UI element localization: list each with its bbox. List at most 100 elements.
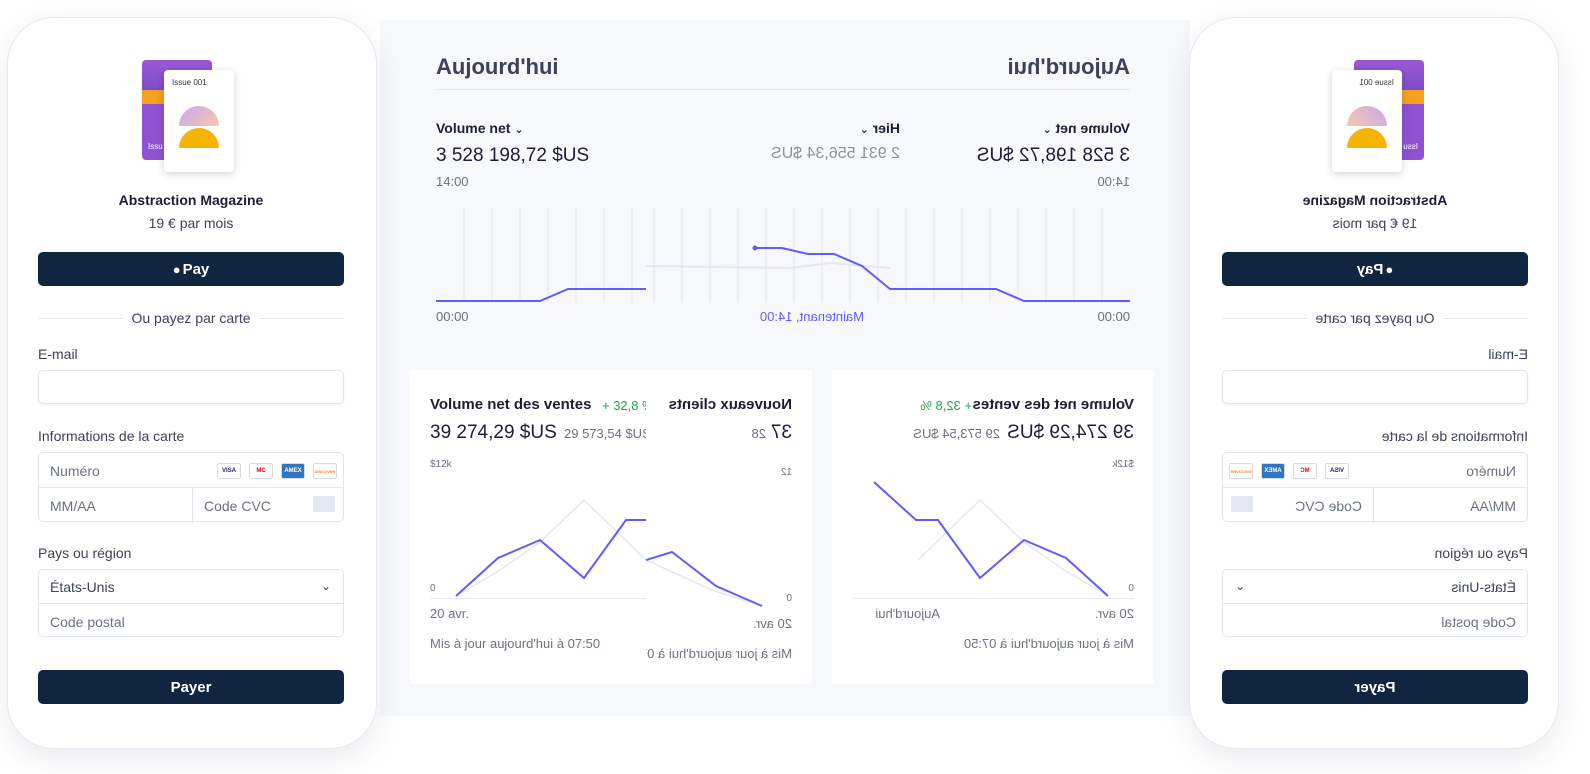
- country-label-mirror: Pays ou région: [1434, 545, 1528, 561]
- sales-x-start-mirror: 20 avr.: [1094, 606, 1134, 621]
- cvc-input[interactable]: Code CVC: [204, 498, 271, 514]
- postal-code-input[interactable]: Code postal: [50, 614, 125, 630]
- chevron-down-icon: ⌄: [320, 579, 331, 593]
- sales-ymax-mirror: $12k: [1112, 459, 1134, 470]
- sales-line-right: [873, 481, 1109, 597]
- sales-previous: 29 573,54 $US: [564, 426, 646, 441]
- visa-icon-mirror: VISA: [1325, 463, 1349, 479]
- amex-icon-mirror: AMEX: [1261, 463, 1285, 479]
- sales-title-mirror: Volume net des ventes: [972, 396, 1134, 413]
- country-label: Pays ou région: [38, 545, 132, 561]
- sales-updated-mirror: Mis à jour aujourd'hui à 07:50: [963, 636, 1134, 651]
- country-select-mirror[interactable]: États-Unis ⌄: [1223, 570, 1527, 604]
- sales-updated: Mis à jour aujourd'hui à 07:50: [430, 636, 601, 651]
- amex-icon: AMEX: [281, 463, 305, 479]
- cvc-input-mirror[interactable]: Code CVC: [1295, 498, 1362, 514]
- visa-icon: VISA: [217, 463, 241, 479]
- now-label: Maintenant, 14:00: [759, 309, 864, 324]
- card-input-group-mirror: Numéro VISA MC AMEX DISCOVER MM/AA Code …: [1222, 452, 1528, 523]
- product-name: Abstraction Magazine: [118, 192, 264, 208]
- axis-end: 00:00: [1097, 309, 1130, 324]
- product-price: 19 € par mois: [148, 215, 234, 231]
- discover-icon-mirror: DISCOVER: [1229, 463, 1253, 479]
- today-line-right: [755, 247, 1130, 302]
- product-price-mirror: 19 € par mois: [1332, 215, 1418, 231]
- chevron-down-icon: ⌄: [859, 124, 869, 136]
- today-line-left: [436, 288, 646, 302]
- country-select[interactable]: États-Unis ⌄: [39, 570, 343, 604]
- net-volume-dropdown-mirror[interactable]: Volume net ⌄: [1042, 120, 1130, 136]
- sales-chart-left: [455, 498, 646, 597]
- chevron-down-icon-mirror: ⌄: [1235, 579, 1246, 593]
- sales-value: 39 274,29 $US: [430, 422, 557, 443]
- customers-line: [646, 550, 763, 607]
- apple-pay-button[interactable]: ● Pay: [38, 252, 344, 286]
- customers-card: Nouveaux clients 37 28 12 0 20 avr. Mis …: [646, 370, 812, 684]
- customers-value: 37: [770, 422, 792, 443]
- net-volume-value-mirror: 3 528 198,72 $US: [976, 145, 1130, 166]
- card-number-input[interactable]: Numéro: [50, 463, 100, 479]
- sales-ymax: $12k: [430, 459, 452, 470]
- card-info-label: Informations de la carte: [38, 428, 185, 444]
- customers-chart: [646, 550, 763, 607]
- yesterday-line: [646, 261, 891, 270]
- discover-icon: DISCOVER: [313, 463, 337, 479]
- yesterday-value: 2 931 556,34 $US: [771, 145, 900, 162]
- mastercard-icon: MC: [249, 463, 273, 479]
- net-volume-dropdown[interactable]: Volume net ⌄: [436, 120, 524, 136]
- or-divider: Ou payez par carte: [38, 309, 344, 327]
- customers-prev-line: [646, 559, 763, 607]
- cvc-card-icon-mirror: [1231, 496, 1253, 512]
- chevron-down-icon: ⌄: [1042, 124, 1052, 136]
- mastercard-icon-mirror: MC: [1293, 463, 1317, 479]
- expiry-input-mirror[interactable]: MM/AA: [1470, 498, 1516, 514]
- sales-card-right: Volume net des ventes + 32,8 % 39 274,29…: [832, 370, 1154, 684]
- sales-line-left: [455, 519, 646, 597]
- postal-code-input-mirror[interactable]: Code postal: [1441, 614, 1516, 630]
- net-volume-time: 14:00: [436, 174, 469, 189]
- email-input[interactable]: [38, 370, 344, 404]
- or-divider-mirror: Ou payez par carte: [1222, 309, 1528, 327]
- today-title: Aujourd'hui: [436, 54, 559, 79]
- sales-x-start: 20 avr.: [430, 606, 470, 621]
- email-input-mirror[interactable]: [1222, 370, 1528, 404]
- pay-button[interactable]: Payer: [38, 670, 344, 704]
- apple-pay-button-mirror[interactable]: ● Pay: [1222, 252, 1528, 286]
- cvc-card-icon: [313, 496, 335, 512]
- card-input-group: Numéro VISA MC AMEX DISCOVER MM/AA Code …: [38, 452, 344, 523]
- customers-x-start: 20 avr.: [752, 616, 792, 631]
- sales-change-mirror: + 32,8 %: [920, 398, 972, 413]
- checkout-phone-right: Issu Issue 001 Abstraction Magazine 19 €…: [1190, 18, 1558, 748]
- customers-updated: Mis à jour aujourd'hui à 07:50: [646, 646, 792, 661]
- pay-button-mirror[interactable]: Payer: [1222, 670, 1528, 704]
- card-info-label-mirror: Informations de la carte: [1381, 428, 1528, 444]
- net-volume-value: 3 528 198,72 $US: [436, 145, 590, 166]
- sales-previous-mirror: 29 573,54 $US: [913, 426, 1000, 441]
- product-name-mirror: Abstraction Magazine: [1302, 192, 1448, 208]
- issue-label: Issue 001: [172, 78, 207, 87]
- email-label-mirror: E-mail: [1488, 346, 1528, 362]
- dashboard-today-right: Aujourd'hui Volume net ⌄ 3 528 198,72 $U…: [646, 40, 1130, 340]
- customers-previous: 28: [751, 426, 766, 441]
- email-label: E-mail: [38, 346, 78, 362]
- today-chart-right: [646, 208, 1130, 302]
- product-image-mirror: Issu Issue 001: [1332, 60, 1424, 172]
- issue-label-mirror: Issue 001: [1359, 78, 1394, 87]
- net-volume-time-mirror: 14:00: [1097, 174, 1130, 189]
- now-point: [752, 245, 758, 251]
- sales-value-mirror: 39 274,29 $US: [1007, 422, 1134, 443]
- yesterday-dropdown[interactable]: Hier ⌄: [859, 120, 900, 136]
- axis-start: 00:00: [436, 309, 469, 324]
- expiry-input[interactable]: MM/AA: [50, 498, 96, 514]
- chevron-down-icon: ⌄: [514, 124, 524, 136]
- card-number-input-mirror[interactable]: Numéro: [1466, 463, 1516, 479]
- sales-prev-line-mirror: [917, 498, 1109, 597]
- apple-icon: ●: [172, 261, 181, 277]
- checkout-phone-left: Issu Issue 001 Abstraction Magazine 19 €…: [8, 18, 376, 748]
- today-title-mirror: Aujourd'hui: [1007, 54, 1130, 79]
- sales-chart-right: [873, 481, 1109, 597]
- sales-card-left: Volume net des ventes + 32,8 % 39 274,29…: [410, 370, 646, 684]
- address-group: États-Unis ⌄ Code postal: [38, 569, 344, 637]
- address-group-mirror: États-Unis ⌄ Code postal: [1222, 569, 1528, 637]
